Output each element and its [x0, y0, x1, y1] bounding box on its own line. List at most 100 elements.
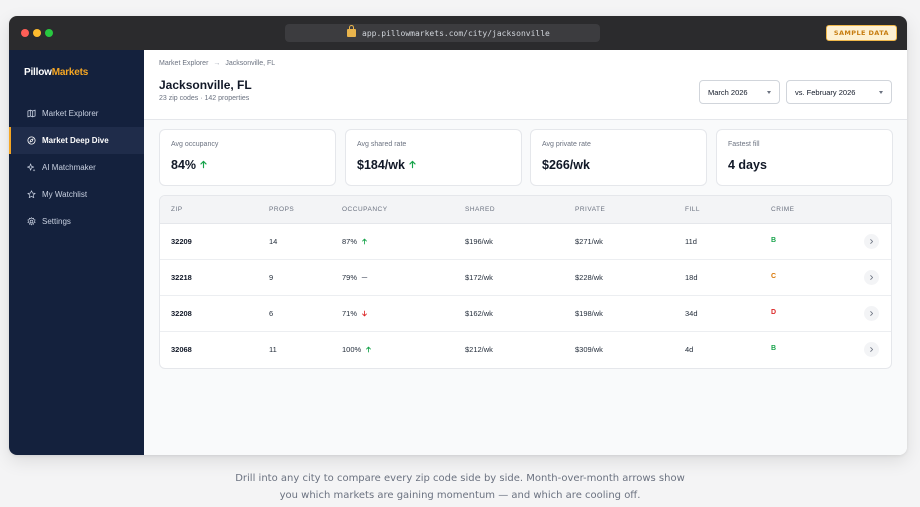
- feature-caption: Drill into any city to compare every zip…: [0, 470, 920, 504]
- column-header-fill[interactable]: FILL: [685, 206, 701, 213]
- column-header-props[interactable]: PROPS: [269, 206, 295, 213]
- occupancy-cell: 79%: [342, 273, 368, 282]
- maximize-window-button[interactable]: [45, 29, 53, 37]
- app-window: app.pillowmarkets.com/city/jacksonville …: [9, 16, 907, 455]
- sidebar: PillowMarkets Market Explorer Market Dee…: [9, 50, 144, 455]
- minimize-window-button[interactable]: [33, 29, 41, 37]
- zip-cell: 32209: [171, 237, 192, 246]
- sidebar-item-settings[interactable]: Settings: [9, 208, 144, 235]
- browser-titlebar: app.pillowmarkets.com/city/jacksonville …: [9, 16, 907, 50]
- shared-cell: $162/wk: [465, 309, 493, 318]
- private-cell: $271/wk: [575, 237, 603, 246]
- close-window-button[interactable]: [21, 29, 29, 37]
- table-header: ZIP PROPS OCCUPANCY SHARED PRIVATE FILL …: [160, 196, 891, 224]
- table-row[interactable]: 32208 6 71% $162/wk $198/wk 34d D: [160, 296, 891, 332]
- breadcrumb: Market Explorer → Jacksonville, FL: [159, 60, 275, 67]
- column-header-crime[interactable]: CRIME: [771, 206, 795, 213]
- sidebar-item-label: My Watchlist: [42, 190, 88, 199]
- sidebar-item-label: AI Matchmaker: [42, 163, 96, 172]
- zip-cell: 32218: [171, 273, 192, 282]
- caption-line: you which markets are gaining momentum —…: [279, 490, 641, 501]
- open-row-button[interactable]: [864, 234, 879, 249]
- column-header-occupancy[interactable]: OCCUPANCY: [342, 206, 388, 213]
- page-title: Jacksonville, FL: [159, 78, 252, 92]
- sidebar-item-market-explorer[interactable]: Market Explorer: [9, 100, 144, 127]
- fill-cell: 18d: [685, 273, 698, 282]
- chevron-down-icon: [879, 91, 883, 94]
- open-row-button[interactable]: [864, 270, 879, 285]
- crime-grade: D: [771, 309, 777, 316]
- month-select-value: March 2026: [708, 87, 748, 97]
- shared-cell: $196/wk: [465, 237, 493, 246]
- kpi-card-shared-rate: Avg shared rate $184/wk: [345, 129, 522, 186]
- kpi-label: Avg private rate: [542, 141, 591, 148]
- kpi-label: Avg occupancy: [171, 141, 219, 148]
- breadcrumb-current: Jacksonville, FL: [225, 60, 276, 67]
- chevron-right-icon: [870, 311, 874, 316]
- page-subtitle: 23 zip codes · 142 properties: [159, 95, 250, 102]
- star-icon: [27, 190, 36, 199]
- address-bar[interactable]: app.pillowmarkets.com/city/jacksonville: [285, 24, 600, 42]
- table-row[interactable]: 32209 14 87% $196/wk $271/wk 11d B: [160, 224, 891, 260]
- open-row-button[interactable]: [864, 342, 879, 357]
- props-cell: 9: [269, 273, 274, 282]
- kpi-value: $184/wk: [357, 158, 417, 172]
- breadcrumb-arrow-icon: →: [213, 60, 221, 67]
- map-icon: [27, 109, 36, 118]
- fill-cell: 34d: [685, 309, 698, 318]
- sidebar-item-label: Settings: [42, 217, 71, 226]
- occupancy-cell: 100%: [342, 345, 372, 354]
- kpi-label: Avg shared rate: [357, 141, 407, 148]
- sidebar-item-my-watchlist[interactable]: My Watchlist: [9, 181, 144, 208]
- compare-month-select[interactable]: vs. February 2026: [786, 80, 892, 104]
- gear-icon: [27, 217, 36, 226]
- sidebar-item-ai-matchmaker[interactable]: AI Matchmaker: [9, 154, 144, 181]
- props-cell: 14: [269, 237, 278, 246]
- chevron-right-icon: [870, 275, 874, 280]
- brand-logo[interactable]: PillowMarkets: [24, 67, 89, 78]
- column-header-private[interactable]: PRIVATE: [575, 206, 606, 213]
- column-header-shared[interactable]: SHARED: [465, 206, 496, 213]
- table-row[interactable]: 32218 9 79% $172/wk $228/wk 18d C: [160, 260, 891, 296]
- url-text: app.pillowmarkets.com/city/jacksonville: [362, 28, 550, 38]
- sample-data-badge: SAMPLE DATA: [825, 25, 897, 41]
- private-cell: $228/wk: [575, 273, 603, 282]
- trend-up-icon: [361, 238, 368, 245]
- fill-cell: 11d: [685, 237, 697, 246]
- sidebar-item-market-deep-dive[interactable]: Market Deep Dive: [9, 127, 144, 154]
- trend-down-icon: [361, 310, 368, 317]
- breadcrumb-link-market-explorer[interactable]: Market Explorer: [159, 60, 209, 67]
- occupancy-cell: 71%: [342, 309, 368, 318]
- sidebar-item-label: Market Explorer: [42, 109, 99, 118]
- trend-up-icon: [365, 346, 372, 353]
- kpi-card-fastest-fill: Fastest fill 4 days: [716, 129, 893, 186]
- open-row-button[interactable]: [864, 306, 879, 321]
- props-cell: 11: [269, 345, 277, 354]
- main-content: Market Explorer → Jacksonville, FL Jackson…: [144, 50, 907, 455]
- shared-cell: $212/wk: [465, 345, 493, 354]
- kpi-card-private-rate: Avg private rate $266/wk: [530, 129, 707, 186]
- crime-grade: B: [771, 345, 777, 352]
- table-row[interactable]: 32068 11 100% $212/wk $309/wk 4d B: [160, 332, 891, 368]
- trend-up-icon: [199, 158, 208, 172]
- column-header-zip[interactable]: ZIP: [171, 206, 183, 213]
- kpi-label: Fastest fill: [728, 141, 760, 148]
- page-header: Market Explorer → Jacksonville, FL Jackson…: [144, 50, 907, 120]
- sidebar-nav: Market Explorer Market Deep Dive AI Matc…: [9, 100, 144, 235]
- fill-cell: 4d: [685, 345, 694, 354]
- sidebar-item-label: Market Deep Dive: [42, 136, 109, 145]
- month-select[interactable]: March 2026: [699, 80, 780, 104]
- compare-select-value: vs. February 2026: [795, 87, 856, 97]
- chevron-right-icon: [870, 239, 874, 244]
- kpi-card-occupancy: Avg occupancy 84%: [159, 129, 336, 186]
- private-cell: $309/wk: [575, 345, 603, 354]
- lock-icon: [347, 25, 356, 37]
- private-cell: $198/wk: [575, 309, 603, 318]
- crime-grade: C: [771, 273, 777, 280]
- crime-grade: B: [771, 237, 777, 244]
- sparkle-icon: [27, 163, 36, 172]
- trend-up-icon: [408, 158, 417, 172]
- zip-cell: 32068: [171, 345, 192, 354]
- trend-flat-icon: [361, 274, 368, 281]
- kpi-value: 4 days: [728, 158, 767, 172]
